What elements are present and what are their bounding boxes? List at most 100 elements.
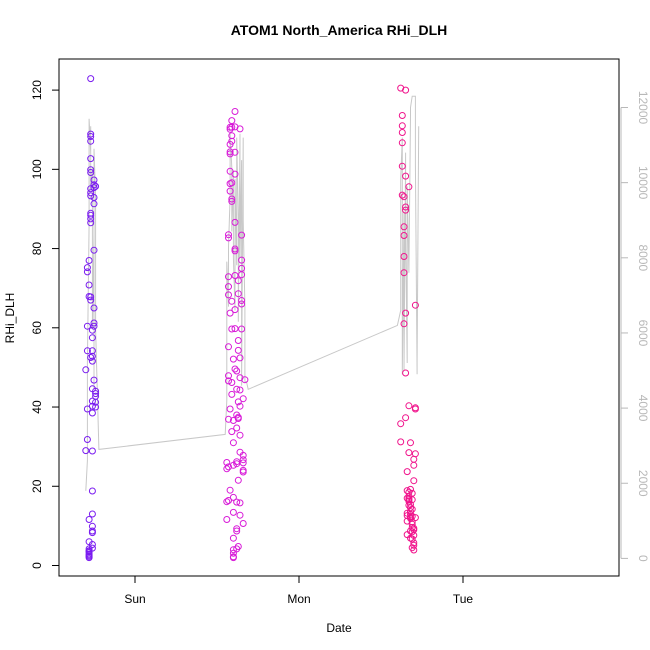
data-point [233, 527, 241, 535]
data-point [228, 325, 236, 333]
x-tick-label: Tue [453, 592, 474, 606]
data-point [398, 139, 406, 147]
data-point [228, 197, 236, 205]
data-point [88, 357, 96, 365]
data-point [234, 543, 242, 550]
data-point [87, 75, 95, 83]
x-axis-label: Date [326, 621, 352, 635]
data-point [85, 281, 93, 289]
data-point [407, 501, 414, 508]
y-right-tick-label: 4000 [636, 395, 650, 422]
data-point [85, 516, 93, 523]
data-point [238, 231, 246, 239]
y-left-tick-label: 100 [30, 159, 44, 179]
data-point [408, 505, 416, 513]
data-point [402, 414, 410, 422]
y-right-tick-label: 12000 [636, 91, 650, 125]
altitude-line [85, 95, 420, 491]
data-point [403, 468, 411, 476]
data-point [239, 456, 247, 464]
data-point [405, 402, 413, 410]
data-point [398, 122, 406, 130]
y-axis-left: 0 20 40 60 80 100 120 [30, 80, 60, 569]
data-point [88, 334, 96, 342]
data-point [225, 415, 232, 423]
y-right-tick-label: 0 [636, 555, 650, 562]
data-point [87, 296, 95, 304]
data-point [229, 493, 237, 501]
data-point [236, 354, 244, 362]
data-point [88, 347, 96, 355]
data-point [400, 232, 408, 239]
data-point [408, 528, 416, 536]
data-point [85, 545, 93, 553]
data-point [225, 343, 232, 351]
data-point [88, 326, 96, 334]
y-right-tick-label: 2000 [636, 470, 650, 497]
data-point [87, 211, 95, 219]
data-point [233, 525, 241, 533]
x-tick-label: Sun [124, 592, 145, 606]
data-point [87, 219, 95, 227]
y-right-tick-label: 6000 [636, 320, 650, 347]
data-point [88, 397, 96, 405]
data-point [228, 379, 236, 386]
data-point [90, 304, 98, 312]
data-point [225, 291, 232, 299]
data-point [236, 125, 244, 133]
data-point [223, 498, 231, 506]
data-point [87, 137, 95, 145]
data-point [239, 395, 247, 403]
data-point [234, 277, 242, 285]
data-point [400, 223, 408, 231]
data-point [90, 246, 98, 254]
data-point [228, 179, 236, 187]
data-point [234, 290, 242, 298]
data-point [85, 550, 93, 558]
data-point [231, 218, 239, 226]
data-point [411, 301, 419, 309]
data-point [225, 463, 232, 471]
y-left-tick-label: 120 [30, 80, 44, 100]
data-point [408, 535, 416, 543]
data-point [239, 459, 247, 467]
data-point [231, 247, 239, 255]
data-point [400, 320, 408, 328]
data-point [397, 420, 405, 428]
data-point [87, 155, 95, 163]
data-point [82, 366, 90, 374]
data-point [223, 516, 231, 523]
data-point [90, 184, 98, 192]
data-point [225, 273, 232, 281]
data-point [226, 187, 234, 195]
data-point [238, 256, 246, 264]
data-point [228, 137, 236, 145]
data-point [410, 546, 418, 554]
data-point [85, 257, 93, 264]
data-point [233, 385, 241, 393]
data-point [228, 428, 236, 436]
data-point [407, 504, 414, 512]
data-point [92, 398, 100, 406]
data-point [83, 268, 91, 276]
y-axis-right: 0 2000 4000 6000 8000 10000 12000 [620, 91, 650, 562]
data-point [231, 272, 239, 279]
data-point [238, 325, 246, 333]
data-point [402, 203, 410, 211]
data-point [226, 309, 234, 317]
data-point [231, 108, 239, 115]
data-point [87, 133, 95, 140]
data-point [87, 192, 95, 200]
data-point [236, 499, 244, 507]
data-point [92, 182, 100, 190]
data-point [398, 162, 406, 170]
data-point [87, 209, 95, 217]
data-point [411, 514, 419, 522]
data-point [92, 387, 100, 395]
data-point [239, 520, 247, 527]
y-left-tick-label: 0 [30, 562, 44, 569]
data-point [234, 337, 242, 344]
data-point [223, 459, 231, 466]
